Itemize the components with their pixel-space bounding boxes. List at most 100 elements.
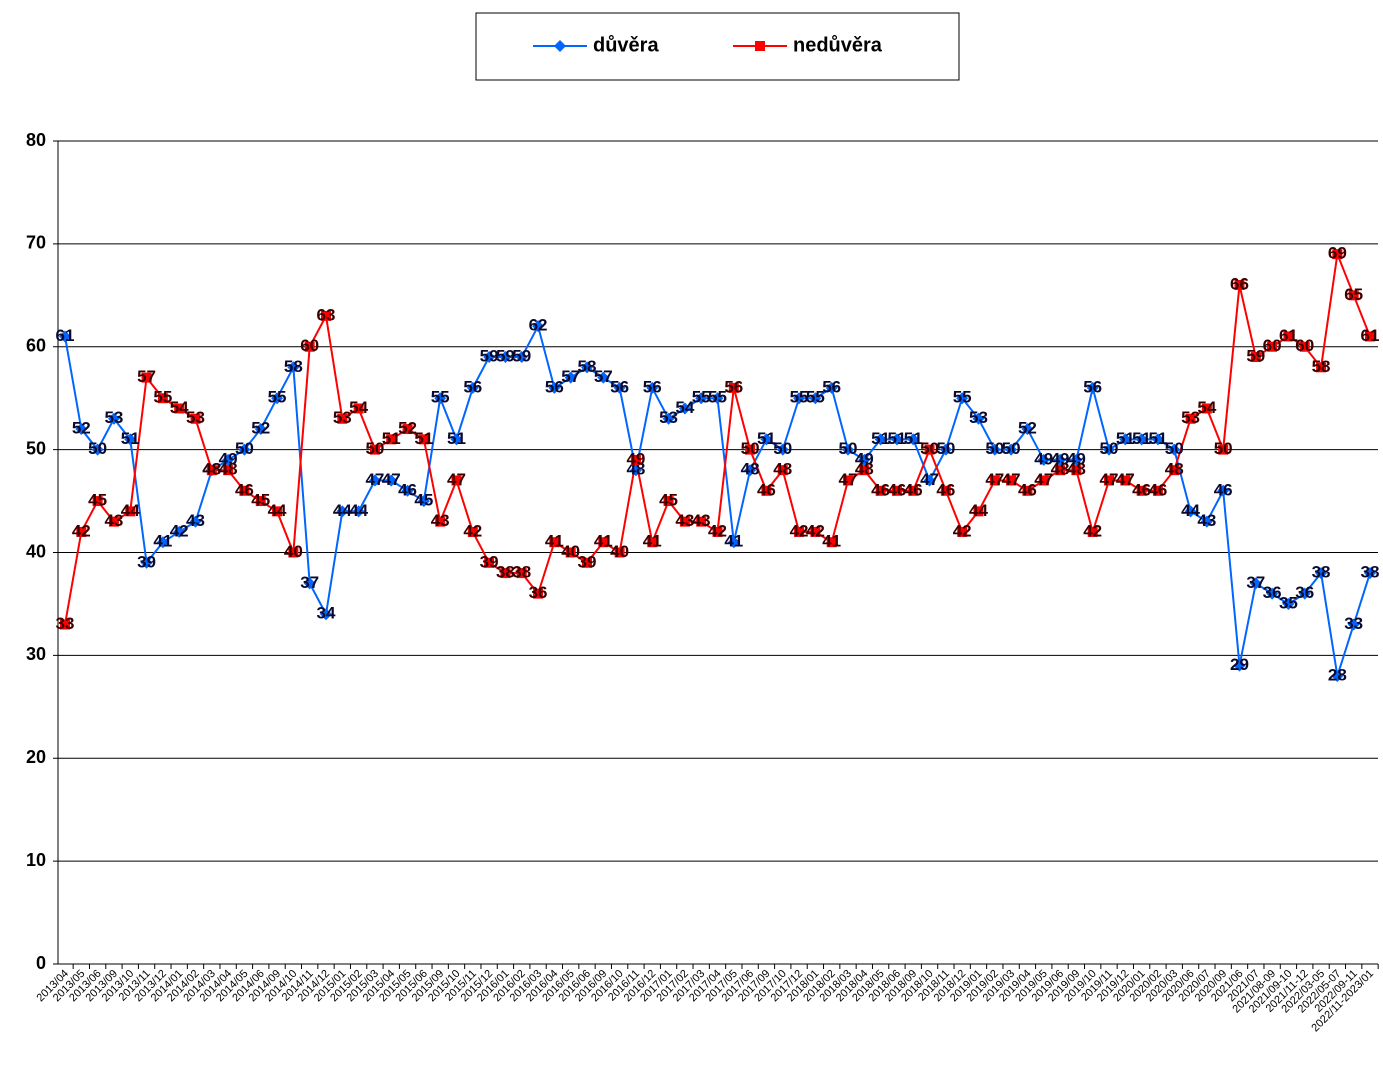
data-label: 29 [1230,655,1249,674]
point [939,443,952,456]
data-label: 37 [1246,573,1265,592]
data-label: 52 [1018,419,1037,438]
data-label: 56 [545,377,564,396]
point [1103,443,1115,456]
data-label: 42 [708,521,727,540]
data-label: 47 [1100,470,1119,489]
point [1136,485,1147,496]
point [368,474,381,487]
point [1200,515,1213,528]
data-label: 34 [317,604,336,623]
data-label: 50 [839,439,858,458]
point [728,382,739,393]
data-label: 39 [137,552,156,571]
point [353,403,364,414]
data-label: 36 [1295,583,1314,602]
point [1151,433,1164,446]
data-label: 53 [104,408,123,427]
point [239,485,250,496]
point [1234,280,1245,291]
data-label: 40 [610,542,629,561]
point [222,453,235,466]
point [1250,352,1261,363]
point [189,515,202,528]
point [1070,453,1083,466]
data-label: 40 [561,542,580,561]
point [190,413,201,424]
data-label: 46 [904,480,923,499]
data-label: 44 [268,501,287,520]
point [793,392,806,405]
data-label: 59 [480,347,499,366]
point [956,392,969,405]
data-label: 53 [186,408,205,427]
point [1054,453,1067,466]
point [1168,443,1181,456]
point [745,444,756,455]
y-tick-label: 60 [26,336,46,356]
point [254,423,267,436]
data-label: 50 [920,439,939,458]
data-label: 69 [1328,244,1347,263]
data-label: 41 [545,532,564,551]
point [287,361,300,374]
data-label: 51 [121,429,140,448]
data-label: 56 [643,377,662,396]
point [533,588,544,599]
point [206,465,217,476]
y-tick-label: 20 [26,747,46,767]
data-label: 46 [1132,480,1151,499]
data-label: 41 [643,532,662,551]
data-label: 39 [578,552,597,571]
point [124,433,137,446]
data-label: 55 [153,388,172,407]
data-label: 42 [463,521,482,540]
point [777,465,788,476]
data-label: 55 [790,388,809,407]
point [156,536,169,549]
point [451,475,462,486]
point [662,412,675,425]
point [352,505,365,518]
point [417,495,430,508]
point [1135,433,1148,446]
point [776,443,789,456]
data-label: 55 [953,388,972,407]
data-label: 42 [790,521,809,540]
point [940,485,951,496]
data-label: 61 [1361,326,1380,345]
y-tick-label: 30 [26,644,46,664]
point [75,423,88,436]
point [1120,475,1131,486]
point [565,547,576,558]
data-label: 46 [871,480,890,499]
data-label: 49 [1067,449,1086,468]
point [1282,597,1295,610]
data-label: 42 [953,521,972,540]
data-label: 56 [610,377,629,396]
point [1299,341,1310,352]
data-label: 55 [431,388,450,407]
point [564,371,577,384]
point [1348,290,1359,301]
point [125,506,136,517]
data-label: 45 [88,491,107,510]
point [1086,381,1099,394]
data-label: 41 [153,532,172,551]
data-label: 46 [398,480,417,499]
data-label: 51 [887,429,906,448]
point [794,526,805,537]
data-label: 37 [300,573,319,592]
data-label: 52 [398,419,417,438]
data-label: 48 [1051,460,1070,479]
data-label: 65 [1344,285,1363,304]
point [711,392,724,405]
point [1233,659,1246,672]
data-label: 60 [1263,336,1282,355]
point [679,516,690,527]
point [1022,485,1033,496]
point [1006,475,1017,486]
point [678,402,691,415]
data-label: 51 [757,429,776,448]
point [91,443,104,456]
